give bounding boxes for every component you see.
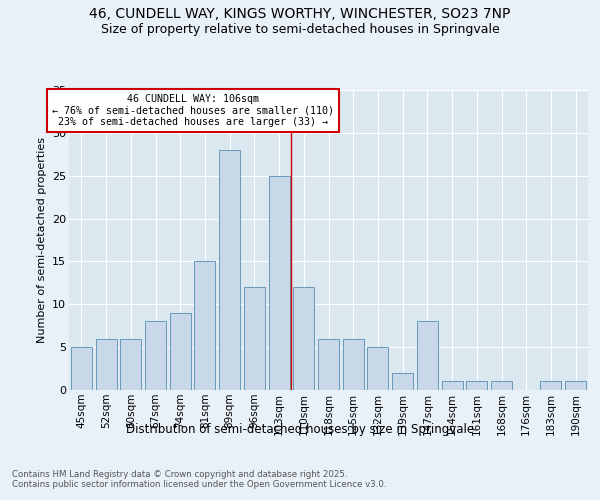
Text: Size of property relative to semi-detached houses in Springvale: Size of property relative to semi-detach…: [101, 22, 499, 36]
Bar: [491, 382, 512, 390]
Bar: [145, 322, 166, 390]
Bar: [541, 382, 562, 390]
Bar: [269, 176, 290, 390]
Bar: [219, 150, 240, 390]
Bar: [170, 313, 191, 390]
Text: Contains HM Land Registry data © Crown copyright and database right 2025.
Contai: Contains HM Land Registry data © Crown c…: [12, 470, 386, 490]
Bar: [293, 287, 314, 390]
Bar: [466, 382, 487, 390]
Bar: [244, 287, 265, 390]
Y-axis label: Number of semi-detached properties: Number of semi-detached properties: [37, 137, 47, 343]
Bar: [417, 322, 438, 390]
Bar: [367, 347, 388, 390]
Bar: [194, 262, 215, 390]
Bar: [392, 373, 413, 390]
Bar: [120, 338, 141, 390]
Text: 46, CUNDELL WAY, KINGS WORTHY, WINCHESTER, SO23 7NP: 46, CUNDELL WAY, KINGS WORTHY, WINCHESTE…: [89, 8, 511, 22]
Bar: [95, 338, 116, 390]
Text: Distribution of semi-detached houses by size in Springvale: Distribution of semi-detached houses by …: [126, 422, 474, 436]
Bar: [565, 382, 586, 390]
Bar: [318, 338, 339, 390]
Bar: [442, 382, 463, 390]
Bar: [343, 338, 364, 390]
Text: 46 CUNDELL WAY: 106sqm
← 76% of semi-detached houses are smaller (110)
23% of se: 46 CUNDELL WAY: 106sqm ← 76% of semi-det…: [52, 94, 334, 128]
Bar: [71, 347, 92, 390]
